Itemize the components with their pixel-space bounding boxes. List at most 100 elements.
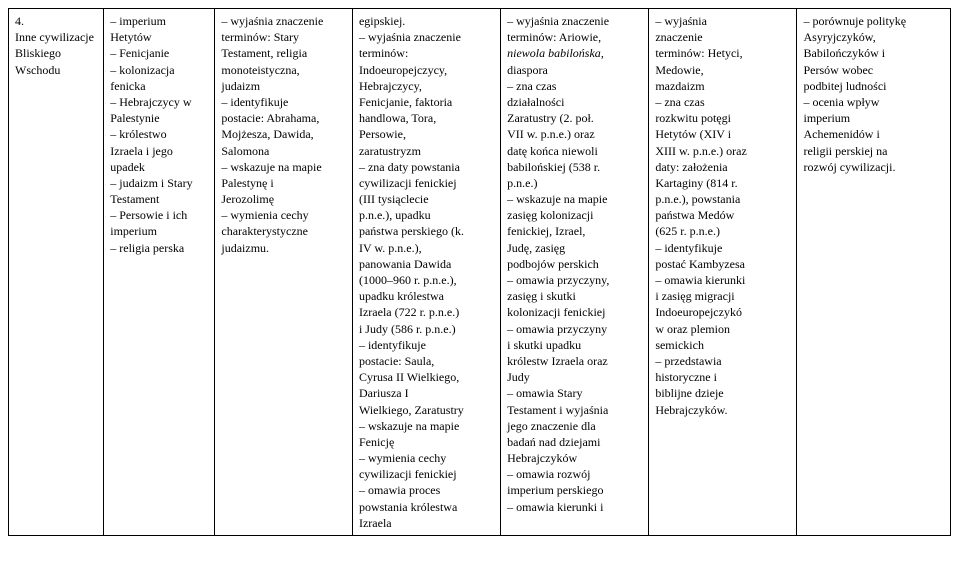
text-line: monoteistyczna, (221, 63, 299, 77)
text-line: – ocenia wpływ (803, 95, 879, 109)
text-line: – Fenicjanie (110, 46, 169, 60)
text-line: daty: założenia (655, 160, 727, 174)
text-line: religii perskiej na (803, 144, 887, 158)
text-line: Testament, religia (221, 46, 307, 60)
text-line: w oraz plemion (655, 322, 730, 336)
text-line: – zna czas (507, 79, 556, 93)
text-line: znaczenie (655, 30, 702, 44)
text-line: terminów: (359, 46, 408, 60)
text-line: upadku królestwa (359, 289, 444, 303)
text-line: Hebrajczyków. (655, 403, 727, 417)
text-line: działalności (507, 95, 564, 109)
text-line: judaizm (221, 79, 260, 93)
text-line: Persów wobec (803, 63, 873, 77)
text-line: Hetytów (XIV i (655, 127, 731, 141)
text-line: Mojżesza, Dawida, (221, 127, 313, 141)
text-line: judaizmu. (221, 241, 269, 255)
text-line: terminów: Ariowie, (507, 30, 601, 44)
text-line: terminów: Stary (221, 30, 299, 44)
text-line: Hebrajczyków (507, 451, 577, 465)
text-line: i Judy (586 r. p.n.e.) (359, 322, 456, 336)
text-line: postacie: Saula, (359, 354, 434, 368)
text-line: – omawia przyczyny, (507, 273, 609, 287)
text-line: panowania Dawida (359, 257, 451, 271)
cell-col3: egipskiej.– wyjaśnia znaczenieterminów:I… (352, 9, 500, 536)
text-line: – kolonizacja (110, 63, 174, 77)
text-line: zasięg kolonizacji (507, 208, 593, 222)
table-row: 4. Inne cywilizacje Bliskiego Wschodu – … (9, 9, 951, 536)
text-line: Asyryjczyków, (803, 30, 875, 44)
text-line: Wielkiego, Zaratustry (359, 403, 464, 417)
text-line: rozkwitu potęgi (655, 111, 731, 125)
text-line: jego znaczenie dla (507, 419, 596, 433)
text-line: Palestynę i (221, 176, 273, 190)
text-line: Fenicjanie, faktoria (359, 95, 452, 109)
text-line: – porównuje politykę (803, 14, 906, 28)
text-line: p.n.e.) (507, 176, 537, 190)
text-line: – omawia proces (359, 483, 440, 497)
text-line: kolonizacji fenickiej (507, 305, 605, 319)
text-line: państwa perskiego (k. (359, 224, 464, 238)
text-line: VII w. p.n.e.) oraz (507, 127, 595, 141)
cell-col1: – imperiumHetytów– Fenicjanie– kolonizac… (104, 9, 215, 536)
text-line: – Hebrajczycy w (110, 95, 191, 109)
cell-col2: – wyjaśnia znaczenieterminów: StaryTesta… (215, 9, 353, 536)
text-line: – omawia kierunki i (507, 500, 603, 514)
text-line: mazdaizm (655, 79, 704, 93)
text-line: historyczne i (655, 370, 717, 384)
text-line: Kartaginy (814 r. (655, 176, 737, 190)
text-line: zasięg i skutki (507, 289, 576, 303)
text-line: – judaizm i Stary (110, 176, 192, 190)
text-line: – wskazuje na mapie (359, 419, 459, 433)
italic-term: niewola babilońska (507, 46, 601, 60)
cell-col5: – wyjaśniaznaczenieterminów: Hetyci,Medo… (649, 9, 797, 536)
text-line: – omawia rozwój (507, 467, 590, 481)
text-line: Fenicję (359, 435, 394, 449)
curriculum-table: 4. Inne cywilizacje Bliskiego Wschodu – … (8, 8, 951, 536)
text-line: i zasięg migracji (655, 289, 734, 303)
text-line: – identyfikuje (359, 338, 426, 352)
text-line: – wskazuje na mapie (221, 160, 321, 174)
text-line: – wyjaśnia (655, 14, 707, 28)
text-line: Indoeuropejczykó (655, 305, 742, 319)
text-line: Izraela (722 r. p.n.e.) (359, 305, 459, 319)
text-line: Hebrajczycy, (359, 79, 422, 93)
text-line: Judę, zasięg (507, 241, 565, 255)
cell-col4: – wyjaśnia znaczenie terminów: Ariowie, ni… (501, 9, 649, 536)
text-line: powstania królestwa (359, 500, 457, 514)
text-inline: , (601, 46, 604, 60)
text-line: cywilizacji fenickiej (359, 467, 457, 481)
text-line: fenicka (110, 79, 145, 93)
cell-col6: – porównuje politykę Asyryjczyków, Babiloń… (797, 9, 951, 536)
text-line: Testament i wyjaśnia (507, 403, 608, 417)
topic-line: Wschodu (15, 63, 60, 77)
text-line: Dariusza I (359, 386, 409, 400)
text-line: datę końca niewoli (507, 144, 598, 158)
text-line: państwa Medów (655, 208, 734, 222)
text-line: Judy (507, 370, 530, 384)
text-line: Medowie, (655, 63, 703, 77)
text-line: – religia perska (110, 241, 184, 255)
text-line: – omawia kierunki (655, 273, 745, 287)
text-line: (625 r. p.n.e.) (655, 224, 720, 238)
text-line: charakterystyczne (221, 224, 308, 238)
text-line: diaspora (507, 63, 548, 77)
text-line: – wyjaśnia znaczenie (507, 14, 609, 28)
text-line: – Persowie i ich (110, 208, 187, 222)
text-line: – omawia Stary (507, 386, 582, 400)
text-line: imperium perskiego (507, 483, 603, 497)
text-line: imperium (803, 111, 850, 125)
text-line: egipskiej. (359, 14, 405, 28)
text-line: zaratustryzm (359, 144, 421, 158)
text-line: Persowie, (359, 127, 406, 141)
text-line: p.n.e.), upadku (359, 208, 431, 222)
text-line: babilońskiej (538 r. (507, 160, 600, 174)
text-line: Testament (110, 192, 159, 206)
text-line: handlowa, Tora, (359, 111, 436, 125)
text-line: cywilizacji fenickiej (359, 176, 457, 190)
text-line: upadek (110, 160, 145, 174)
text-line: Babilończyków i (803, 46, 885, 60)
text-line: – wymienia cechy (221, 208, 308, 222)
row-number: 4. (15, 14, 24, 28)
topic-line: Inne cywilizacje (15, 30, 94, 44)
